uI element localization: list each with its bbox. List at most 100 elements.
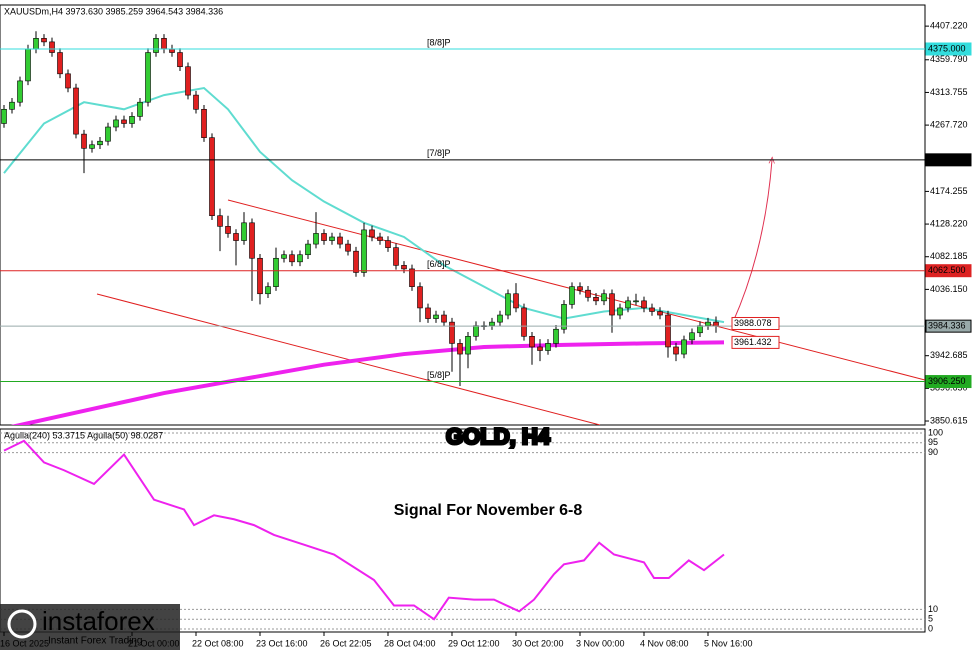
- level-value: 4062.500: [928, 265, 966, 275]
- y-tick-label: 4036.150: [930, 284, 968, 294]
- candle-body: [113, 119, 119, 128]
- candle-body: [377, 236, 383, 241]
- candle-body: [41, 38, 47, 43]
- candle-body: [553, 328, 559, 344]
- x-tick-label: 29 Oct 12:00: [448, 638, 500, 648]
- candle-body: [129, 116, 135, 124]
- candle-body: [1, 108, 7, 124]
- candle-body: [393, 247, 399, 266]
- candle-body: [705, 321, 711, 326]
- candle-body: [505, 293, 511, 316]
- candle-body: [33, 38, 39, 50]
- x-tick-label: 21 Oct 00:00: [128, 638, 180, 648]
- candle-body: [617, 307, 623, 316]
- watermark-bg: [0, 604, 180, 650]
- subtitle: Signal For November 6-8: [394, 502, 583, 519]
- candle-body: [185, 66, 191, 96]
- y-tick-label: 4359.790: [930, 54, 968, 64]
- y-tick-label: 4267.720: [930, 119, 968, 129]
- price-marker-label: 3961.432: [734, 337, 772, 347]
- candle-body: [97, 140, 103, 146]
- candle-body: [673, 346, 679, 355]
- candle-body: [105, 126, 111, 142]
- candle-body: [545, 343, 551, 351]
- candle-body: [665, 314, 671, 348]
- osc-tick-label: 90: [928, 447, 938, 457]
- chart-title: GOLD, H4: [446, 424, 551, 449]
- candle-body: [401, 265, 407, 270]
- candle-body: [137, 101, 143, 117]
- level-box: [925, 375, 972, 389]
- y-tick-label: 3942.685: [930, 350, 968, 360]
- candle-body: [57, 52, 63, 75]
- candle-body: [513, 293, 519, 309]
- candle-body: [537, 346, 543, 351]
- candle-body: [65, 73, 71, 89]
- candle-body: [497, 314, 503, 323]
- osc-header: Aguila(240) 53.3715 Aguila(50) 98.0287: [4, 430, 163, 440]
- candle-body: [225, 226, 231, 234]
- x-tick-label: 5 Nov 16:00: [704, 638, 753, 648]
- candle-body: [329, 236, 335, 241]
- candle-body: [601, 293, 607, 302]
- candle-body: [337, 236, 343, 245]
- candle-body: [369, 229, 375, 238]
- candle-body: [457, 343, 463, 355]
- candle-body: [273, 257, 279, 287]
- osc-tick-label: 0: [928, 623, 933, 633]
- candle-body: [633, 300, 639, 303]
- candle-body: [17, 80, 23, 103]
- candle-body: [713, 321, 719, 327]
- channel-upper: [227, 199, 925, 381]
- candle-body: [25, 48, 31, 82]
- candle-body: [577, 286, 583, 291]
- candle-body: [409, 268, 415, 287]
- main-pane: [0, 4, 926, 426]
- forecast-arrow: [732, 160, 772, 323]
- candle-body: [169, 48, 175, 53]
- candle-body: [217, 215, 223, 227]
- price-marker-label: 3988.078: [734, 318, 772, 328]
- candle-body: [441, 314, 447, 323]
- candle-body: [529, 336, 535, 348]
- candle-body: [417, 286, 423, 309]
- price-marker: [731, 316, 780, 330]
- oscillator-line: [3, 439, 725, 621]
- candle-body: [649, 307, 655, 312]
- level-label: [6/8]P: [427, 259, 451, 269]
- candle-body: [313, 233, 319, 245]
- x-tick-label: 3 Nov 00:00: [576, 638, 625, 648]
- candle-body: [89, 144, 95, 149]
- level-label: [7/8]P: [427, 148, 451, 158]
- x-tick-label: 26 Oct 22:05: [320, 638, 372, 648]
- y-tick-label: 3850.615: [930, 415, 968, 425]
- x-tick-label: 16 Oct 2025: [0, 638, 49, 648]
- watermark: instaforex Instant Forex Trading: [0, 604, 180, 650]
- candle-body: [281, 254, 287, 259]
- candle-body: [265, 286, 271, 295]
- candle-body: [297, 254, 303, 263]
- candle-body: [345, 243, 351, 252]
- candle-body: [657, 311, 663, 316]
- price-marker: [731, 335, 780, 349]
- candle-body: [697, 325, 703, 334]
- candle-body: [569, 286, 575, 305]
- candle-body: [201, 108, 207, 138]
- level-box: [925, 264, 972, 278]
- x-tick-label: 4 Nov 08:00: [640, 638, 689, 648]
- oscillator-pane: [0, 428, 926, 633]
- y-tick-label: 4174.255: [930, 186, 968, 196]
- level-label: [5/8]P: [427, 370, 451, 380]
- level-box: [925, 153, 972, 167]
- candle-body: [177, 52, 183, 68]
- candle-body: [9, 101, 15, 110]
- watermark-text: instaforex: [42, 606, 155, 636]
- candle-body: [585, 289, 591, 298]
- candle-body: [361, 229, 367, 273]
- header: XAUUSDm,H4 3973.630 3985.259 3964.543 39…: [4, 6, 223, 16]
- y-tick-label: 4407.220: [930, 21, 968, 31]
- candle-body: [193, 94, 199, 110]
- candle-body: [465, 336, 471, 355]
- level-value: 3906.250: [928, 376, 966, 386]
- candle-body: [257, 257, 263, 295]
